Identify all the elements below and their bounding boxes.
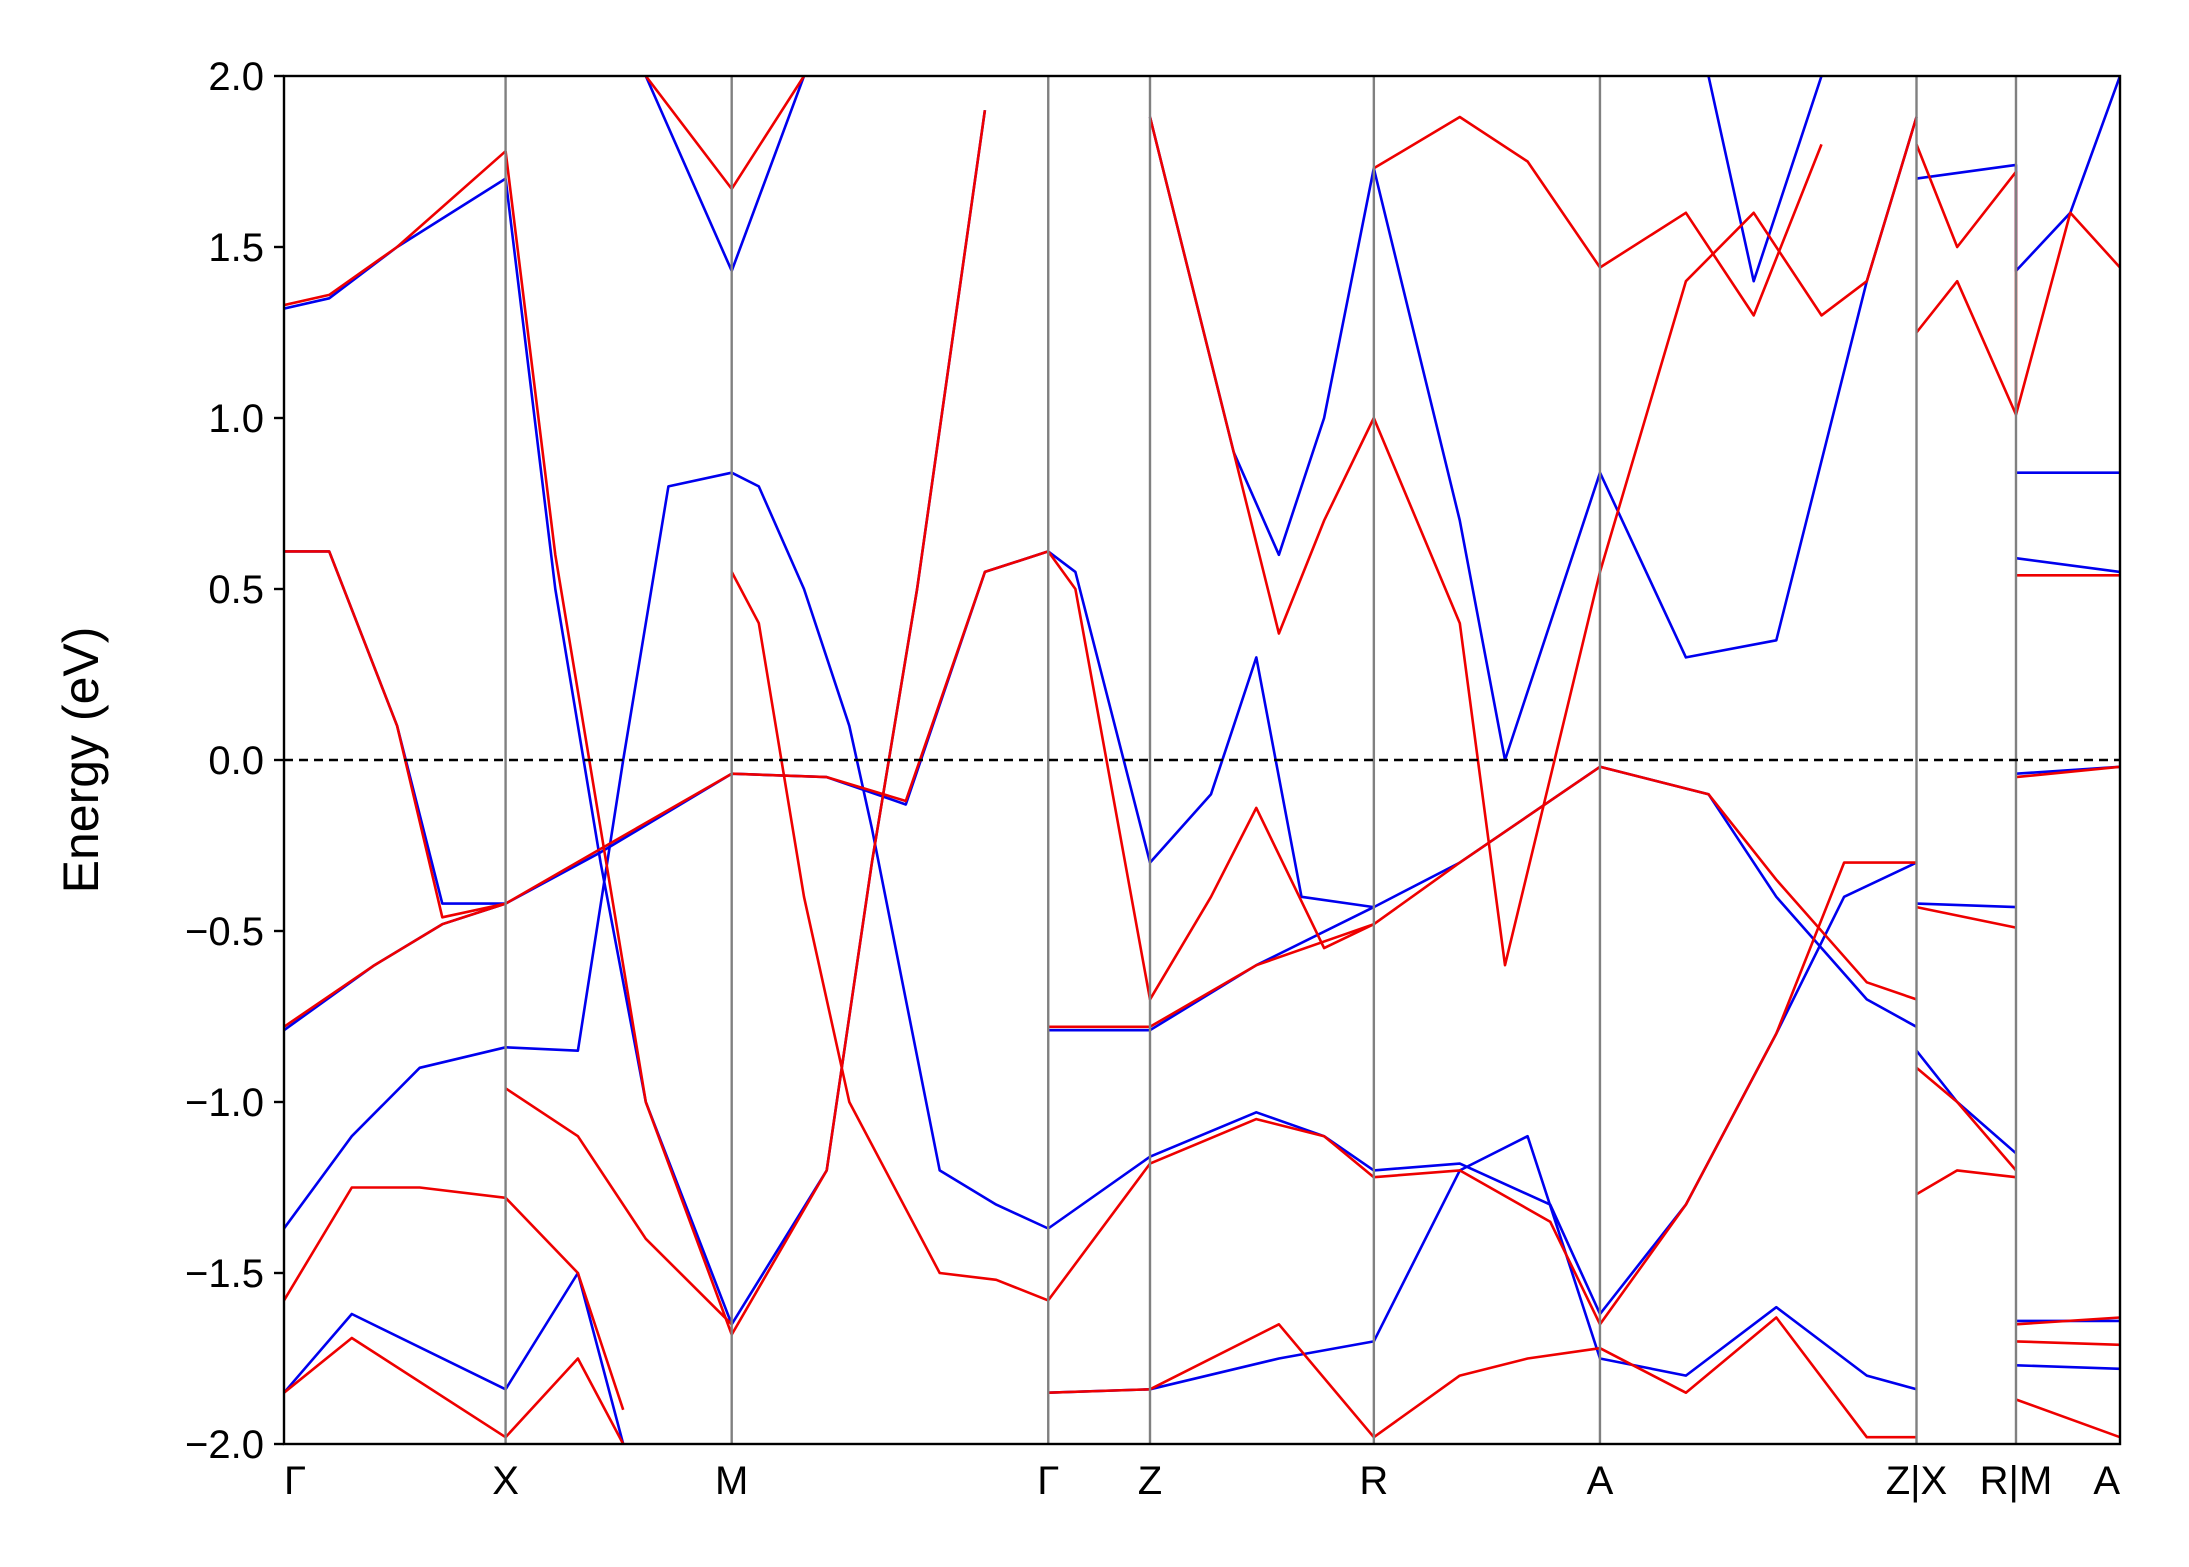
band-line (1048, 922, 1375, 1029)
band-line (284, 550, 1917, 1001)
y-tick-label: 0.5 (208, 568, 264, 612)
band-line (1915, 1169, 2017, 1196)
band-line (284, 902, 507, 1028)
x-tick-label: Γ (1037, 1459, 1059, 1503)
band-line (1915, 1049, 2017, 1155)
band-line (284, 1271, 625, 1444)
band-line (505, 471, 732, 1052)
band-line (284, 177, 507, 310)
y-tick-label: −0.5 (185, 910, 264, 954)
y-tick-label: −1.0 (185, 1081, 264, 1125)
band-line (1916, 905, 2017, 929)
band-line (2015, 556, 2120, 574)
y-axis-label: Energy (eV) (53, 627, 109, 894)
band-line (2015, 1340, 2120, 1347)
band-line (2015, 765, 2120, 779)
band-line (1148, 116, 1918, 967)
band-line (504, 1087, 733, 1326)
band-line (1048, 1134, 1917, 1394)
band-line (2015, 1398, 2120, 1439)
band-line (2015, 1364, 2120, 1371)
y-tick-label: 1.0 (208, 397, 264, 441)
band-line (504, 110, 987, 1326)
band-lines (284, 76, 2120, 1444)
x-tick-label: X (492, 1459, 519, 1503)
band-line (1048, 1316, 1917, 1439)
y-tick-label: 0.0 (208, 739, 264, 783)
y-tick-label: −1.5 (185, 1252, 264, 1296)
band-line (1915, 1066, 2017, 1172)
band-line (284, 1186, 625, 1411)
band-line (284, 150, 507, 307)
band-line (284, 1046, 506, 1230)
y-tick-label: −2.0 (185, 1423, 264, 1467)
high-symmetry-lines (504, 76, 2018, 1444)
x-axis-ticks: Γ X M Γ Z R A Z|X R|M A (284, 1459, 2120, 1503)
y-tick-label: 1.5 (208, 226, 264, 270)
band-line (2015, 1316, 2120, 1326)
band-line (284, 1336, 625, 1444)
band-line (1916, 902, 2017, 909)
x-tick-label: Z|X (1886, 1459, 1948, 1503)
band-line (730, 571, 1917, 1326)
band-line (284, 902, 507, 1032)
band-line (1048, 905, 1375, 1032)
band-line (1916, 76, 2120, 273)
x-tick-label: A (2093, 1459, 2120, 1503)
band-line (1707, 76, 1823, 283)
x-tick-label: Z (1138, 1459, 1162, 1503)
x-tick-label: R|M (1980, 1459, 2053, 1503)
y-tick-label: 2.0 (208, 55, 264, 99)
band-line (1915, 143, 2120, 416)
band-line (731, 471, 1918, 1316)
band-line (284, 550, 1918, 1028)
x-tick-label: Γ (284, 1459, 306, 1503)
band-line (1915, 279, 2018, 416)
y-axis-ticks: 2.0 1.5 1.0 0.5 0.0 −0.5 −1.0 −1.5 −2.0 (185, 55, 284, 1467)
band-line (1148, 116, 1918, 762)
x-tick-label: M (715, 1459, 748, 1503)
band-line (1373, 115, 1823, 317)
x-tick-label: R (1359, 1459, 1388, 1503)
x-tick-label: A (1587, 1459, 1614, 1503)
